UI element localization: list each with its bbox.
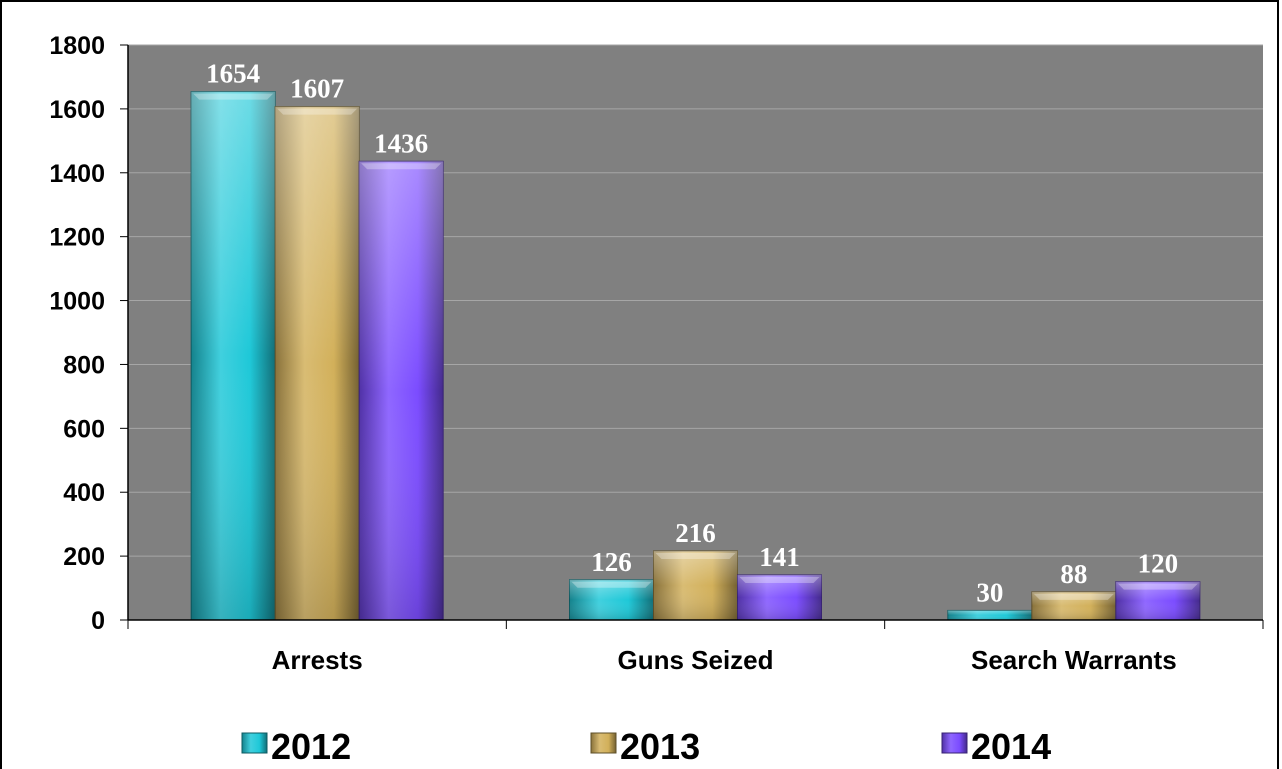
axes: [127, 45, 1264, 629]
legend-swatch: [590, 732, 617, 754]
data-label: 88: [1060, 559, 1087, 589]
legend-label: 2012: [271, 726, 351, 767]
data-label: 30: [976, 577, 1003, 607]
data-label: 141: [759, 542, 800, 572]
y-tick-label: 0: [91, 607, 105, 635]
y-tick-label: 800: [63, 351, 105, 379]
legend-label: 2014: [971, 726, 1051, 767]
bar-2013-arrests: [274, 106, 360, 621]
data-label: 1654: [206, 59, 260, 89]
bar-2013-search-warrants: [1031, 591, 1117, 621]
bar-2012-search-warrants: [947, 609, 1033, 621]
legend-item-2014: 2014: [941, 726, 1051, 767]
legend-label: 2013: [620, 726, 700, 767]
y-tick-label: 400: [63, 479, 105, 507]
data-label: 120: [1138, 549, 1179, 579]
data-label: 1607: [290, 74, 344, 104]
data-labels: 1654 1607 1436 126 216 141 30 88 120: [206, 59, 1178, 608]
bar-2013-guns-seized: [653, 550, 738, 621]
x-axis-categories: Arrests Guns Seized Search Warrants: [272, 645, 1177, 675]
y-tick-label: 200: [63, 543, 105, 571]
bar-2012-arrests: [190, 91, 276, 621]
data-label: 126: [591, 547, 632, 577]
legend: 2012 2013 2014: [241, 726, 1051, 767]
bars: [190, 91, 1201, 621]
y-tick-label: 1000: [49, 288, 105, 316]
data-label: 216: [675, 518, 716, 548]
y-tick-label: 1800: [49, 32, 105, 60]
legend-item-2012: 2012: [241, 726, 351, 767]
y-tick-label: 1200: [49, 224, 105, 252]
bar-2014-search-warrants: [1115, 581, 1201, 621]
bar-2012-guns-seized: [569, 579, 654, 621]
y-tick-label: 600: [63, 415, 105, 443]
bar-2014-guns-seized: [737, 574, 822, 621]
legend-item-2013: 2013: [590, 726, 700, 767]
bar-2014-arrests: [358, 160, 444, 621]
y-axis-ticks: 0 200 400 600 800 1000 1200 1400 1600 1800: [49, 32, 128, 635]
y-tick-label: 1400: [49, 160, 105, 188]
legend-swatch: [241, 732, 268, 754]
x-category-label: Arrests: [272, 645, 363, 675]
legend-swatch: [941, 732, 968, 754]
x-category-label: Search Warrants: [971, 645, 1177, 675]
y-tick-label: 1600: [49, 96, 105, 124]
data-label: 1436: [374, 128, 428, 158]
x-category-label: Guns Seized: [617, 645, 773, 675]
